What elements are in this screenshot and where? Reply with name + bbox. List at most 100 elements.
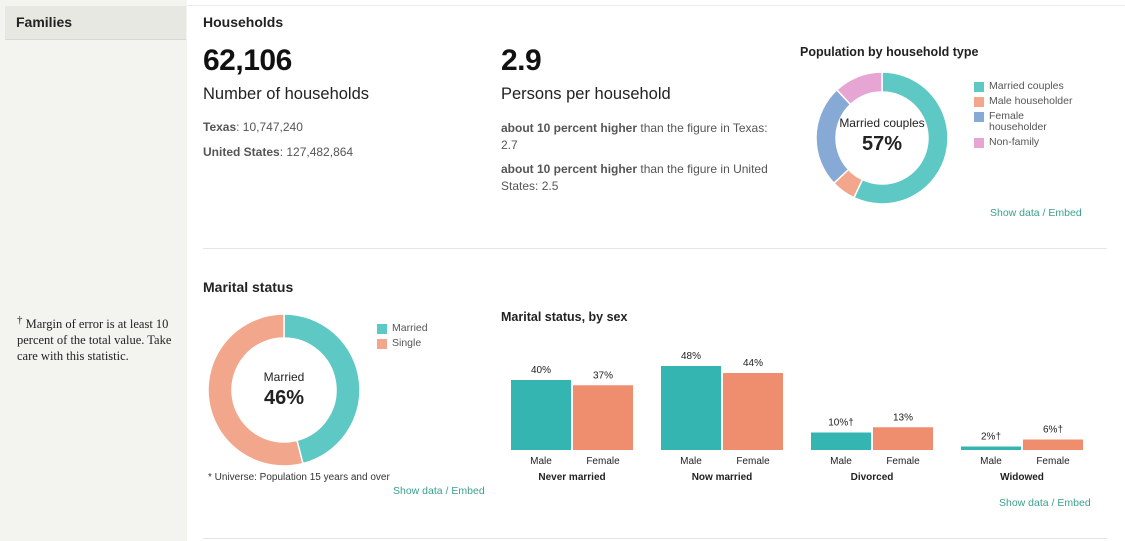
legend-swatch <box>974 97 984 107</box>
center-value: 46% <box>263 387 305 409</box>
comparison-bold: about 10 percent higher <box>501 162 638 176</box>
sidebar-tab-families[interactable]: Families <box>5 6 186 40</box>
embed-link[interactable]: Embed <box>451 485 485 497</box>
legend-item-female-householder: Female householder <box>974 111 1084 133</box>
bar-value-label: 44% <box>743 358 763 369</box>
bar-sex-label: Male <box>530 456 552 467</box>
bar-widowed-female[interactable] <box>1023 439 1083 451</box>
marital-by-sex-chart-title: Marital status, by sex <box>501 310 628 324</box>
household-type-chart-title: Population by household type <box>800 45 979 59</box>
footnote-text: Margin of error is at least 10 percent o… <box>17 317 172 364</box>
section-divider-bottom <box>203 538 1107 539</box>
bar-never-married-female[interactable] <box>573 385 633 450</box>
households-count-label: Number of households <box>203 85 370 103</box>
comparison-bold: about 10 percent higher <box>501 121 638 135</box>
bar-group-label-widowed: Widowed <box>1000 472 1044 483</box>
legend-swatch <box>974 138 984 148</box>
embed-link[interactable]: Embed <box>1048 207 1082 219</box>
texas-label: Texas <box>203 120 237 134</box>
link-separator: / <box>1048 497 1058 509</box>
legend-swatch <box>974 82 984 92</box>
legend-item-married: Married <box>377 323 457 334</box>
bar-value-label: 10%† <box>828 418 854 429</box>
legend-label: Non-family <box>989 136 1040 148</box>
legend-label: Married <box>392 322 428 334</box>
show-data-link[interactable]: Show data <box>990 207 1040 219</box>
donut-slice-single[interactable] <box>207 313 304 467</box>
texas-households: Texas: 10,747,240 <box>203 120 303 134</box>
marital-show-data-embed: Show data / Embed <box>393 485 485 497</box>
legend-item-non-family: Non-family <box>974 137 1084 148</box>
bar-now-married-female[interactable] <box>723 373 783 450</box>
bar-value-label: 13% <box>893 412 913 423</box>
legend-item-male-householder: Male householder <box>974 96 1084 107</box>
household-type-legend: Married couples Male householder Female ho… <box>974 81 1084 152</box>
bar-group-label-never-married: Never married <box>538 472 605 483</box>
bar-now-married-male[interactable] <box>661 366 721 450</box>
legend-label: Married couples <box>989 80 1064 92</box>
embed-link[interactable]: Embed <box>1057 497 1091 509</box>
us-label: United States <box>203 145 280 159</box>
universe-note: * Universe: Population 15 years and over <box>208 472 390 483</box>
us-households: United States: 127,482,864 <box>203 145 353 159</box>
bar-sex-label: Female <box>736 456 770 467</box>
show-data-link[interactable]: Show data <box>999 497 1049 509</box>
donut-slice-married[interactable] <box>283 313 361 465</box>
persons-per-household-label: Persons per household <box>501 85 671 103</box>
center-value: 57% <box>861 133 903 155</box>
sidebar: Families † Margin of error is at least 1… <box>0 0 187 541</box>
bar-value-label: 40% <box>531 365 551 376</box>
bar-widowed-male[interactable] <box>961 446 1021 451</box>
texas-value: : 10,747,240 <box>236 120 303 134</box>
donut-slice-non-family[interactable] <box>835 71 883 106</box>
marital-status-legend: Married Single <box>377 323 457 353</box>
bar-sex-label: Female <box>586 456 620 467</box>
bar-divorced-male[interactable] <box>811 432 871 451</box>
bar-value-label: 37% <box>593 370 613 381</box>
dagger-mark: † <box>17 314 23 326</box>
bar-never-married-male[interactable] <box>511 380 571 450</box>
link-separator: / <box>1039 207 1049 219</box>
legend-item-married-couples: Married couples <box>974 81 1084 92</box>
margin-of-error-footnote: † Margin of error is at least 10 percent… <box>17 312 182 364</box>
comparison-text: than the figure in United States: 2.5 <box>501 162 768 193</box>
marital-status-title: Marital status <box>203 279 294 295</box>
us-value: : 127,482,864 <box>279 145 354 159</box>
households-title: Households <box>203 14 284 30</box>
persons-per-household-value: 2.9 <box>501 44 542 77</box>
bar-value-label: 6%† <box>1043 425 1063 436</box>
bar-sex-label: Female <box>886 456 920 467</box>
bar-sex-label: Male <box>830 456 852 467</box>
bar-group-label-now-married: Now married <box>692 472 753 483</box>
bar-sex-label: Male <box>980 456 1002 467</box>
marital-status-donut <box>207 313 361 467</box>
marital-sex-show-data-embed: Show data / Embed <box>999 497 1091 509</box>
top-divider <box>187 5 1125 6</box>
section-divider <box>203 248 1107 249</box>
legend-label: Single <box>392 337 422 349</box>
household-show-data-embed: Show data / Embed <box>990 207 1082 219</box>
household-type-center: Married couples 57% <box>826 116 938 156</box>
households-count: 62,106 <box>203 44 292 77</box>
legend-swatch <box>974 112 984 122</box>
legend-label: Male householder <box>989 95 1073 107</box>
center-label: Married <box>263 370 305 384</box>
legend-swatch <box>377 339 387 349</box>
bar-group-label-divorced: Divorced <box>851 472 894 483</box>
bar-divorced-female[interactable] <box>873 427 933 450</box>
center-label: Married couples <box>839 116 925 130</box>
bar-value-label: 48% <box>681 351 701 362</box>
pph-us-comparison: about 10 percent higher than the figure … <box>501 161 781 195</box>
legend-item-single: Single <box>377 338 457 349</box>
marital-status-center: Married 46% <box>224 370 344 410</box>
show-data-link[interactable]: Show data <box>393 485 443 497</box>
bar-sex-label: Male <box>680 456 702 467</box>
bar-value-label: 2%† <box>981 432 1001 443</box>
legend-label: Female householder <box>989 110 1047 133</box>
pph-texas-comparison: about 10 percent higher than the figure … <box>501 120 781 154</box>
comparison-text: than the figure in Texas: 2.7 <box>501 121 768 152</box>
bar-sex-label: Female <box>1036 456 1070 467</box>
donut-slice-married-couples[interactable] <box>852 71 949 205</box>
marital-by-sex-bar-chart: 40% Male 37% Female Never married 48% Male 44% F… <box>511 351 1083 483</box>
legend-swatch <box>377 324 387 334</box>
